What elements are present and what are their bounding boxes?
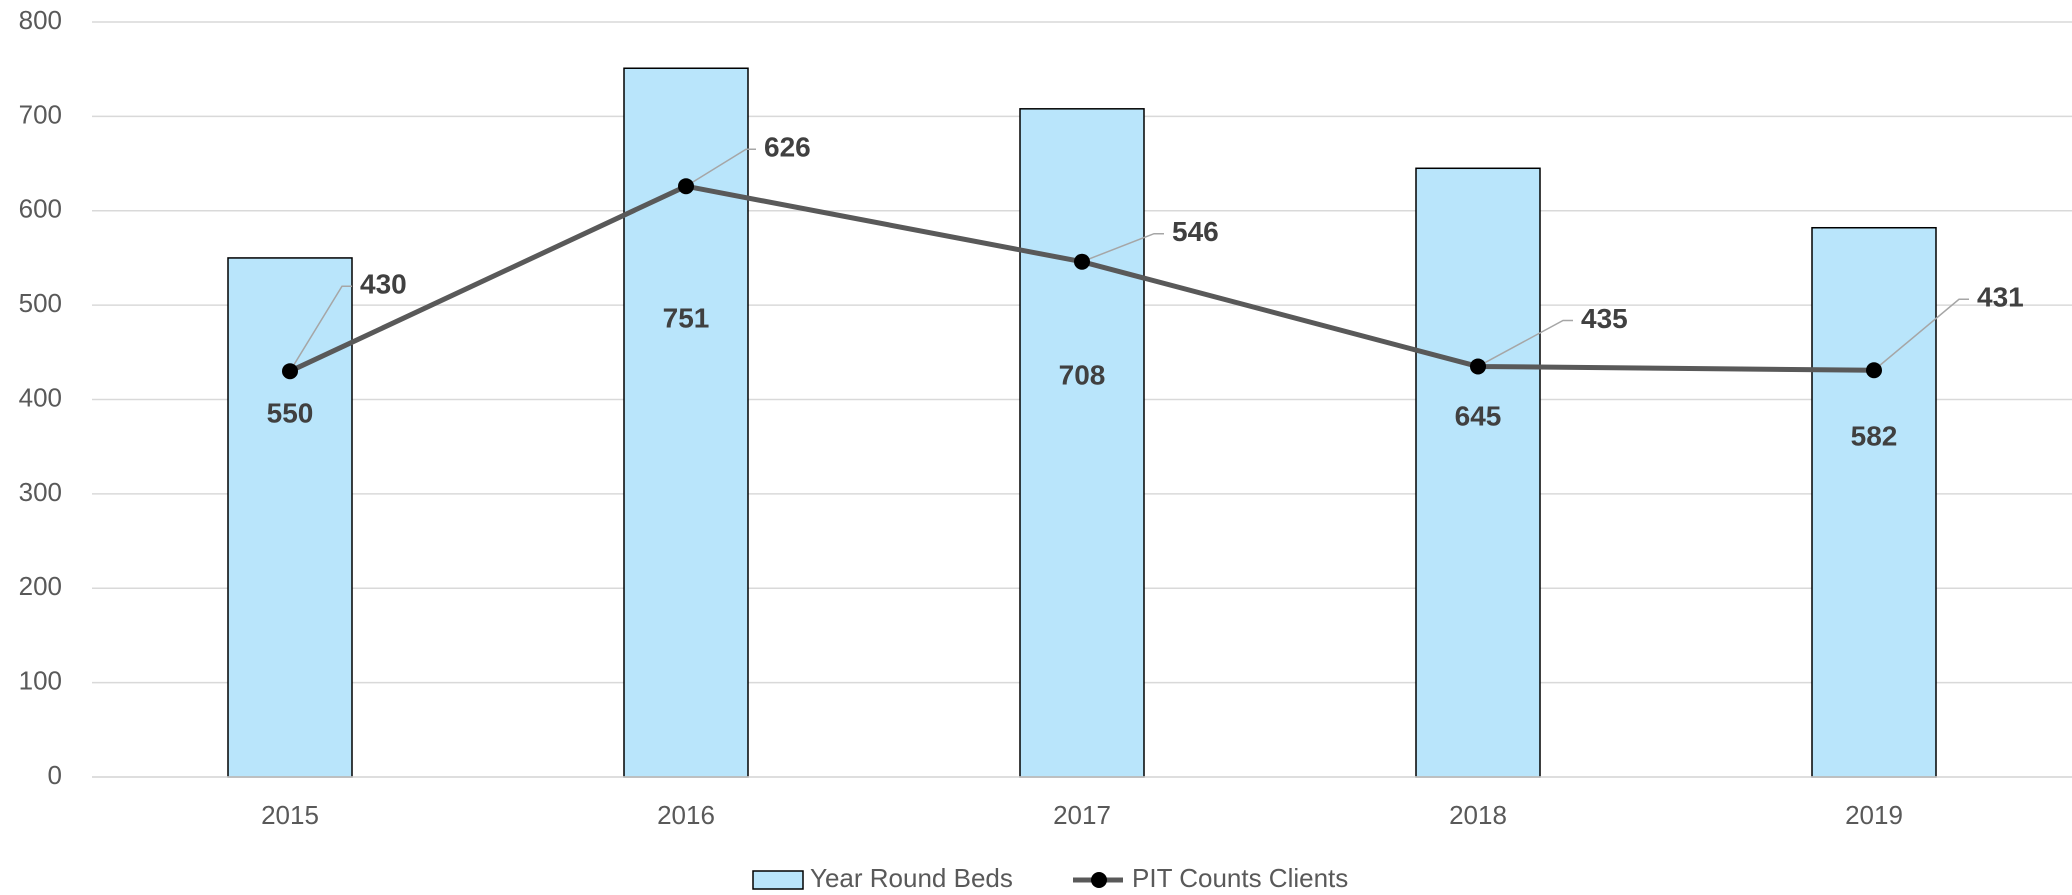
x-tick-label: 2018 bbox=[1449, 800, 1507, 830]
marker bbox=[678, 178, 694, 195]
y-tick-label: 100 bbox=[19, 666, 62, 696]
y-tick-label: 200 bbox=[19, 571, 62, 601]
y-tick-label: 800 bbox=[19, 5, 62, 35]
y-tick-label: 300 bbox=[19, 477, 62, 507]
leader-line bbox=[685, 148, 756, 187]
legend-swatch bbox=[1091, 872, 1107, 888]
marker bbox=[1866, 362, 1882, 379]
bar-value-label: 751 bbox=[663, 302, 710, 333]
leader-line bbox=[289, 285, 352, 372]
line-value-label: 430 bbox=[360, 269, 407, 300]
marker bbox=[1470, 358, 1486, 375]
bar-value-label: 550 bbox=[267, 397, 314, 428]
y-tick-label: 700 bbox=[19, 99, 62, 129]
marker bbox=[282, 363, 298, 380]
x-tick-label: 2017 bbox=[1053, 800, 1111, 830]
bar-value-label: 708 bbox=[1059, 359, 1106, 390]
legend-label: PIT Counts Clients bbox=[1132, 863, 1348, 893]
line-value-label: 431 bbox=[1977, 282, 2024, 313]
bar bbox=[1019, 108, 1145, 778]
marker bbox=[1074, 253, 1090, 270]
x-tick-label: 2016 bbox=[657, 800, 715, 830]
y-tick-label: 0 bbox=[48, 760, 62, 790]
leader-line bbox=[1477, 319, 1573, 368]
legend-swatch bbox=[752, 870, 804, 890]
bar bbox=[1811, 226, 1937, 778]
x-tick-label: 2015 bbox=[261, 800, 319, 830]
bar bbox=[623, 67, 749, 778]
bar-value-label: 582 bbox=[1851, 420, 1898, 451]
bar bbox=[1415, 167, 1541, 778]
bar bbox=[227, 257, 353, 778]
leader-line bbox=[1081, 232, 1164, 263]
line-value-label: 626 bbox=[764, 132, 811, 163]
line-value-label: 435 bbox=[1581, 303, 1628, 334]
leader-line bbox=[1873, 298, 1969, 371]
y-tick-label: 600 bbox=[19, 194, 62, 224]
line-value-label: 546 bbox=[1172, 216, 1219, 247]
legend-label: Year Round Beds bbox=[810, 863, 1013, 893]
bar-value-label: 645 bbox=[1455, 400, 1502, 431]
x-tick-label: 2019 bbox=[1845, 800, 1903, 830]
y-tick-label: 400 bbox=[19, 382, 62, 412]
y-tick-label: 500 bbox=[19, 288, 62, 318]
